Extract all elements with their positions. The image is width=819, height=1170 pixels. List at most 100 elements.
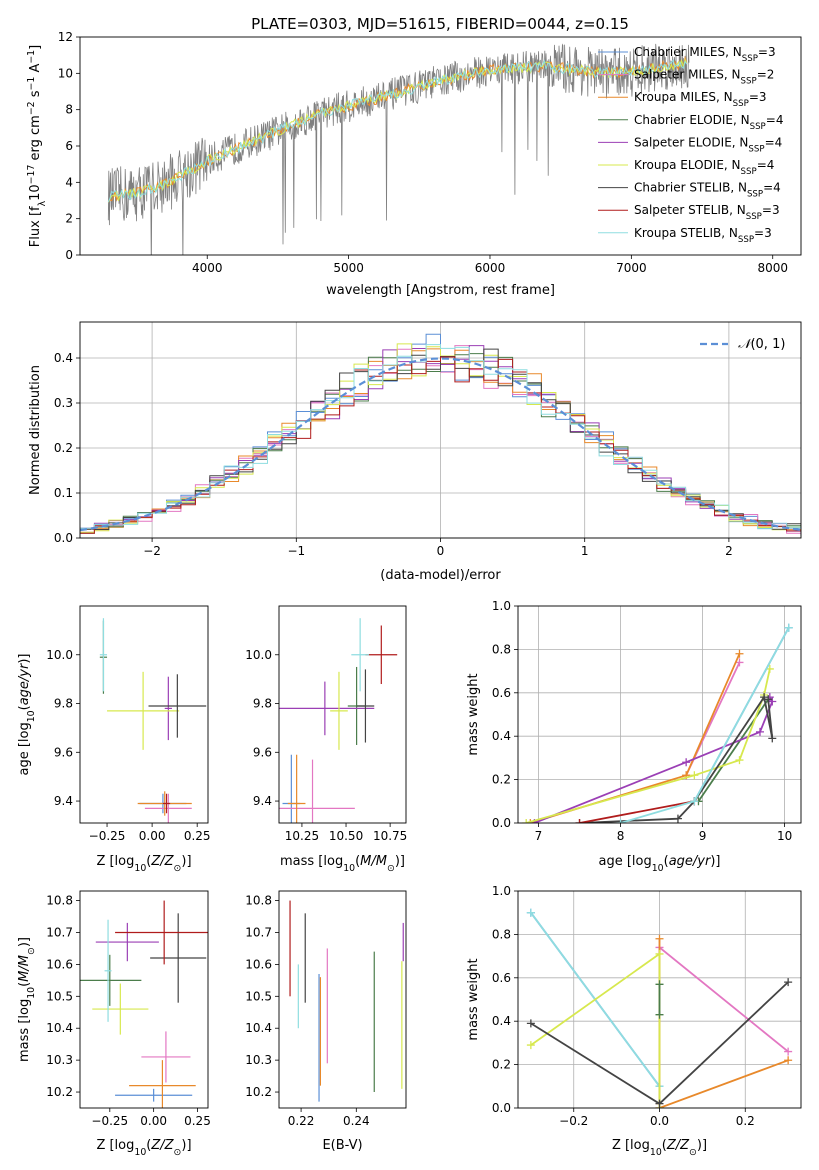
x-tick-label: 0.00 [139,829,166,843]
label-part: Chabrier STELIB, N [634,181,747,195]
label-symbol: SSP [741,167,757,177]
y-tick-label: 10 [58,66,73,80]
series-line-chabrier_elodie [697,698,769,802]
label-part: Salpeter ELODIE, N [634,135,748,149]
label-symbol: 10 [650,1147,662,1158]
legend-entry-kroupa_stelib: Kroupa STELIB, NSSP=3 [634,226,772,245]
marker-salpeter_stelib [575,819,584,823]
legend-entry-salpeter_miles: Salpeter MILES, NSSP=2 [634,68,774,87]
y-tick-label: 0.8 [492,927,511,941]
marker-salpeter_elodie [768,697,777,706]
x-tick-label: 8 [617,829,625,843]
label-symbol: ( [17,982,32,987]
axes-frame [517,605,802,824]
marker-kroupa_stelib [526,908,535,917]
label-part: mass [log [280,854,343,869]
label-symbol: SSP [733,99,749,109]
label-symbol: 10 [652,863,664,874]
marker-kroupa_elodie [735,756,744,765]
label-symbol: −2 [26,101,37,115]
y-tick-label: 10.5 [245,989,272,1003]
label-symbol: ( [146,1138,151,1153]
label-part: =3 [754,226,772,240]
y-tick-label: 10.4 [245,1021,272,1035]
label-symbol: SSP [742,54,758,64]
model-spectrum-kroupa_elodie [107,57,688,203]
series-line-kroupa_elodie [530,952,661,1108]
label-symbol: SSP [747,190,763,200]
label-symbol: )] [17,937,32,947]
y-tick-label: 0.0 [54,531,73,545]
plot-area [279,618,398,823]
x-tick-label: −0.25 [89,829,126,843]
label-part: =4 [766,113,784,127]
mass-weight-vs-metallicity-panel: −0.2 0.0 0.2 0.0 0.2 0.4 0.6 0.8 1.0 Z [log10(Z/Z… [466,884,802,1158]
x-tick-label: 0.2 [736,1114,755,1128]
x-axis-label: E(B-V) [322,1138,362,1153]
gaussian-curve [80,357,801,532]
y-tick-label: 4 [65,175,73,189]
y-tick-label: 0.0 [492,1101,511,1115]
x-tick-label: 0.25 [184,1114,211,1128]
x-tick-label: −0.2 [559,1114,588,1128]
x-tick-label: 4000 [192,261,223,275]
label-symbol: SSP [748,144,764,154]
x-tick-label: 0.00 [140,1114,167,1128]
label-symbol: 10 [134,1147,146,1158]
y-tick-label: 9.6 [253,745,272,759]
label-symbol: −17 [26,165,37,185]
model-spectrum-kroupa_stelib [107,59,688,203]
label-symbol: )] [697,1138,707,1153]
label-symbol: A [28,64,43,77]
y-tick-label: 10.3 [46,1053,73,1067]
y-axis-label: mass [log10(M/M⊙)] [17,937,37,1062]
x-tick-label: 0.25 [184,829,211,843]
y-tick-label: 9.4 [54,794,73,808]
marker-chabrier_stelib [784,978,793,987]
label-symbol: SSP [741,77,757,87]
y-tick-label: 10.8 [46,894,73,908]
y-tick-label: 0.0 [492,816,511,830]
label-symbol: )] [181,854,191,869]
label-symbol: ( [662,1138,667,1153]
label-symbol: λ [37,200,48,206]
label-symbol: Z/Z [150,1138,174,1153]
y-tick-label: 10.2 [245,1085,272,1099]
age-vs-metallicity-panel: −0.25 0.00 0.259.49.69.810.0Z [log10(Z/Z⊙)… [17,605,211,874]
label-symbol: ⊙ [174,863,182,874]
y-tick-label: 0.2 [54,441,73,455]
label-part: Z [log [612,1138,650,1153]
marker-chabrier_elodie [655,1010,664,1019]
age-vs-mass-panel: 10.25 10.50 10.75 9.4 9.6 9.8 10.0 mass [log10(… [245,605,407,874]
marker-kroupa_stelib [690,797,699,806]
y-tick-label: 0 [65,248,73,262]
label-symbol: )] [395,854,405,869]
marker-kroupa_miles [526,819,535,823]
axes-frame [517,890,802,1109]
y-tick-label: 10.2 [46,1085,73,1099]
y-tick-label: 0.8 [492,642,511,656]
label-symbol: ( [355,854,360,869]
label-part: Kroupa STELIB, N [634,226,738,240]
label-part: mass [log [17,999,32,1062]
label-symbol: age/yr [17,662,32,705]
y-tick-label: 8 [65,103,73,117]
label-part: =4 [763,181,781,195]
label-symbol: erg cm [28,115,43,164]
x-axis-label: Z [log10(Z/Z⊙)] [96,854,191,874]
y-tick-label: 9.4 [253,794,272,808]
axes-frame [278,605,407,824]
y-tick-label: 10.5 [46,989,73,1003]
label-symbol: 10 [26,987,37,999]
x-axis-label: (data-model)/error [380,568,501,583]
x-axis-label: Z [log10(Z/Z⊙)] [96,1138,191,1158]
label-symbol: age/yr [669,854,712,869]
y-tick-label: 6 [65,139,73,153]
legend-entry-kroupa_miles: Kroupa MILES, NSSP=3 [634,90,767,109]
x-tick-label: 0.0 [650,1114,669,1128]
marker-kroupa_stelib [616,819,625,823]
label-symbol: ( [17,705,32,710]
figure-title: PLATE=0303, MJD=51615, FIBERID=0044, z=0… [251,15,629,33]
plot-area [80,900,208,1108]
